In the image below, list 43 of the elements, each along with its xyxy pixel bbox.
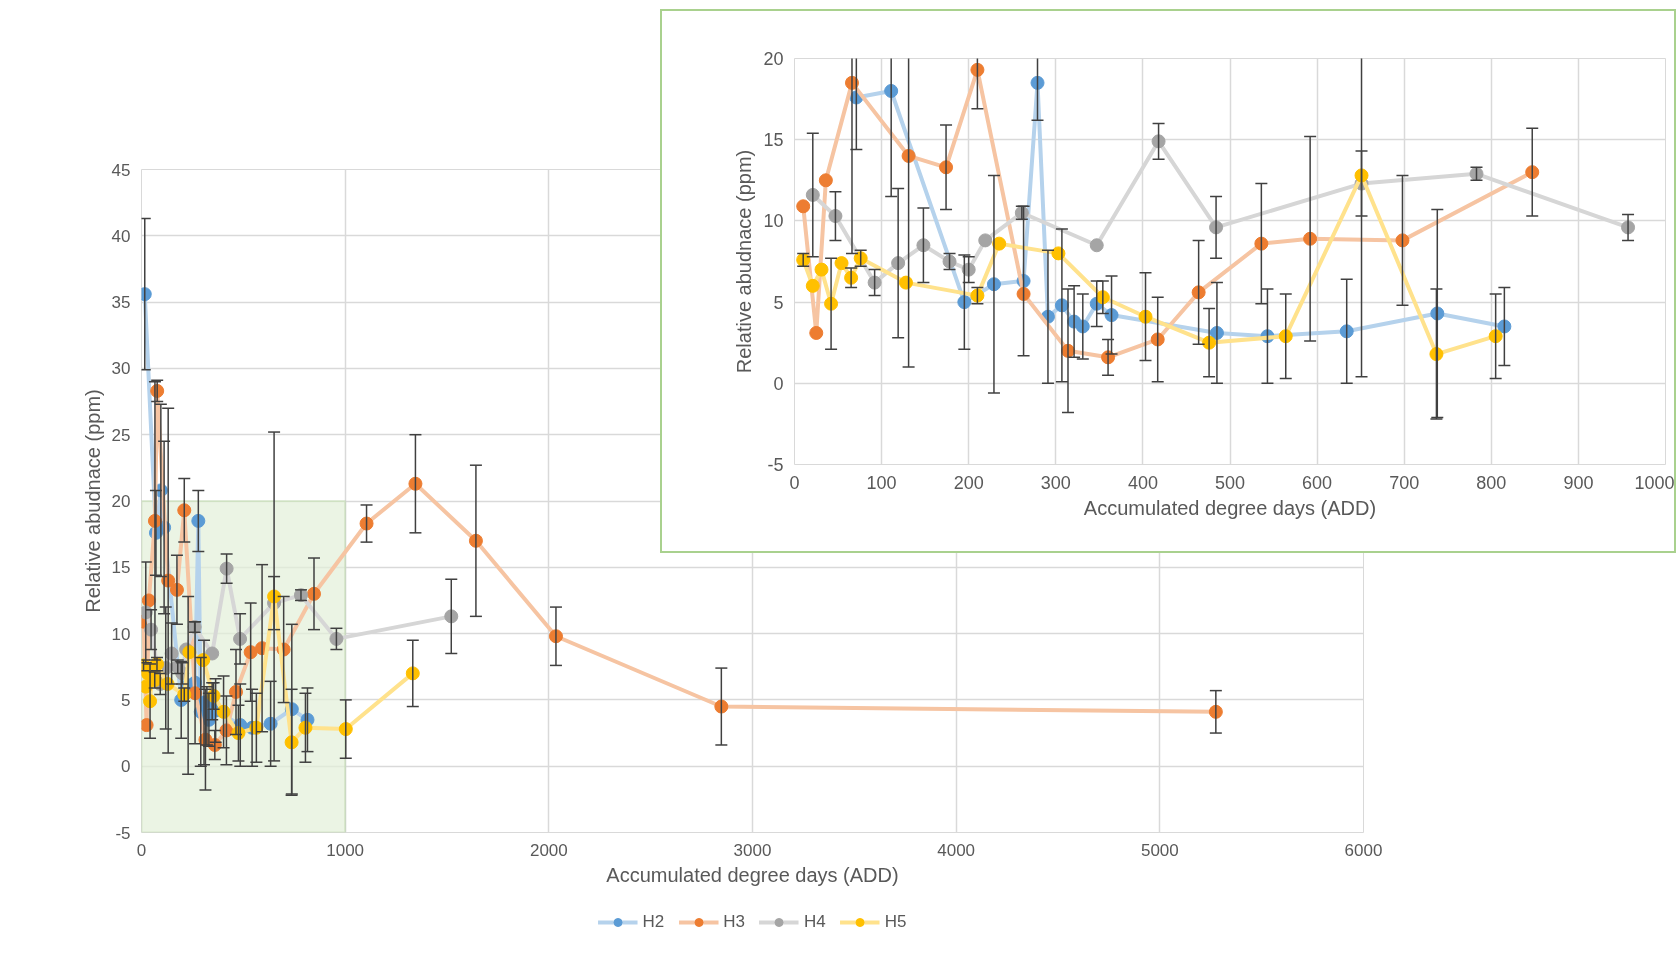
y-tick-label: 20	[111, 492, 131, 511]
x-tick-label: 800	[1476, 472, 1507, 493]
x-tick-label: 0	[789, 472, 800, 493]
y-tick-label: 15	[111, 558, 131, 578]
legend-label: H4	[804, 912, 826, 932]
y-tick-label: 5	[773, 292, 784, 313]
legend-label: H2	[642, 912, 665, 932]
y-axis-title: Relative abudnace (ppm)	[733, 149, 756, 374]
y-tick-label: 15	[763, 130, 784, 151]
x-tick-label: 1000	[1634, 472, 1675, 493]
x-tick-label: 200	[953, 472, 984, 493]
x-tick-label: 2000	[529, 840, 568, 860]
x-tick-label: 600	[1302, 472, 1333, 493]
x-tick-label: 400	[1127, 472, 1158, 493]
x-tick-label: 0	[136, 840, 147, 860]
x-tick-label: 3000	[733, 840, 772, 860]
x-tick-label: 100	[866, 472, 897, 493]
x-axis-title: Accumulated degree days (ADD)	[606, 863, 899, 886]
y-axis-title: Relative abudnace (ppm)	[81, 389, 104, 613]
y-tick-label: -5	[767, 455, 784, 475]
y-tick-label: 10	[111, 624, 131, 644]
x-tick-label: 300	[1040, 472, 1071, 493]
y-tick-label: 10	[763, 211, 784, 232]
x-tick-label: 1000	[326, 840, 365, 860]
y-tick-label: 35	[111, 293, 131, 313]
x-tick-label: 900	[1563, 472, 1594, 493]
legend-label: H3	[723, 912, 745, 932]
y-tick-label: 0	[121, 757, 131, 777]
y-tick-label: -5	[115, 823, 131, 843]
y-tick-label: 40	[111, 226, 131, 246]
y-tick-label: 30	[111, 359, 131, 379]
x-tick-label: 5000	[1140, 840, 1179, 860]
legend-label: H5	[884, 912, 907, 932]
y-tick-label: 0	[773, 373, 784, 394]
y-tick-label: 25	[111, 425, 131, 445]
x-axis-title: Accumulated degree days (ADD)	[1083, 496, 1377, 519]
y-tick-label: 5	[121, 690, 131, 710]
x-tick-label: 500	[1214, 472, 1246, 493]
x-tick-label: 4000	[937, 840, 976, 860]
y-tick-label: 45	[111, 160, 131, 180]
x-tick-label: 6000	[1344, 840, 1383, 860]
x-tick-label: 700	[1389, 472, 1420, 493]
y-tick-label: 20	[763, 49, 784, 69]
